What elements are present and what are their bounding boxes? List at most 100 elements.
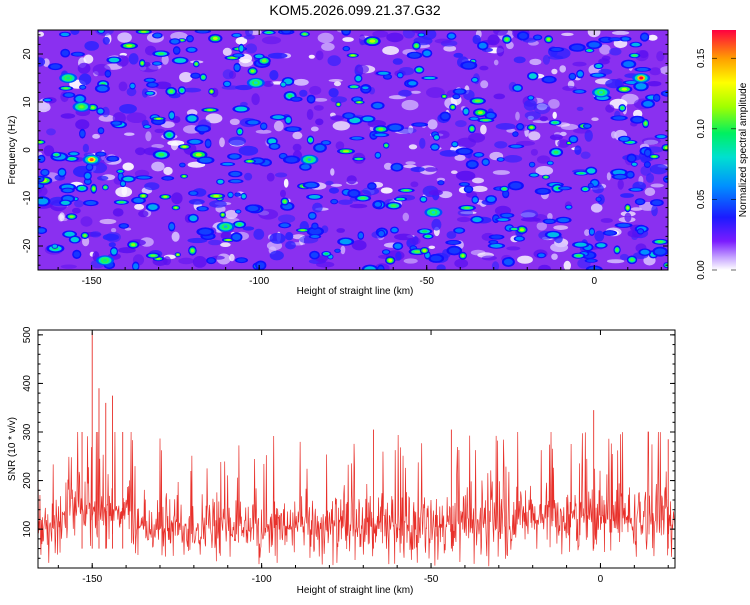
heatmap-gap bbox=[454, 154, 466, 161]
heatmap-cell bbox=[315, 144, 325, 151]
heatmap-gap bbox=[405, 161, 416, 165]
y-tick-label: 500 bbox=[22, 326, 33, 343]
heatmap-cell bbox=[163, 176, 173, 180]
heatmap-cell bbox=[398, 89, 412, 97]
heatmap-cell bbox=[228, 192, 233, 197]
heatmap-gap bbox=[330, 183, 343, 187]
heatmap-gap bbox=[644, 187, 656, 196]
heatmap-cell bbox=[205, 140, 211, 147]
heatmap-cell bbox=[573, 128, 591, 134]
heatmap-cell bbox=[566, 205, 572, 209]
heatmap-cell bbox=[443, 95, 446, 98]
heatmap-cell bbox=[441, 113, 450, 120]
heatmap-cell bbox=[38, 198, 49, 205]
heatmap-cell bbox=[189, 215, 198, 222]
heatmap-cell bbox=[513, 56, 526, 64]
heatmap-gap bbox=[310, 126, 319, 132]
heatmap-gap bbox=[517, 255, 533, 264]
heatmap-cell bbox=[538, 264, 551, 270]
heatmap-cell bbox=[86, 164, 93, 170]
heatmap-cell bbox=[80, 130, 85, 137]
heatmap-cell bbox=[235, 193, 240, 197]
y-tick-label: 200 bbox=[22, 472, 33, 489]
heatmap-gap bbox=[238, 59, 254, 67]
heatmap-cell bbox=[577, 71, 583, 77]
heatmap-cell bbox=[408, 81, 417, 86]
heatmap-cell bbox=[239, 45, 244, 52]
heatmap-cell bbox=[342, 30, 350, 35]
heatmap-gap bbox=[229, 118, 240, 126]
snr-peaks bbox=[81, 332, 669, 549]
heatmap-cell bbox=[316, 261, 335, 268]
heatmap-cell bbox=[233, 54, 243, 57]
heatmap-cell bbox=[517, 124, 523, 130]
heatmap-gap bbox=[408, 144, 418, 150]
colorbar-tick-label: 0.05 bbox=[696, 189, 707, 209]
heatmap-cell bbox=[75, 95, 85, 102]
heatmap-cell bbox=[133, 263, 139, 270]
heatmap-cell bbox=[176, 253, 179, 256]
heatmap-cell bbox=[621, 37, 630, 41]
heatmap-cell bbox=[455, 228, 464, 233]
heatmap-cell bbox=[528, 73, 537, 79]
heatmap-cell bbox=[245, 30, 253, 37]
heatmap-cell bbox=[108, 242, 116, 248]
heatmap-cell bbox=[428, 189, 443, 196]
heatmap-cell bbox=[77, 62, 91, 74]
heatmap-cell bbox=[453, 52, 464, 58]
heatmap-cell bbox=[631, 42, 641, 47]
heatmap-gap bbox=[220, 242, 231, 247]
heatmap-cell bbox=[238, 130, 242, 134]
heatmap-cell bbox=[308, 96, 315, 102]
heatmap-cell bbox=[61, 50, 69, 56]
heatmap-cell bbox=[269, 250, 284, 261]
heatmap-hotspot bbox=[639, 76, 644, 80]
heatmap-cell bbox=[83, 234, 87, 237]
heatmap-cell bbox=[645, 149, 651, 156]
heatmap-cell bbox=[547, 161, 553, 165]
heatmap-cell bbox=[195, 62, 198, 66]
heatmap-gap bbox=[229, 253, 235, 262]
heatmap-cell bbox=[309, 228, 322, 235]
heatmap-cell bbox=[158, 52, 164, 55]
heatmap-cell bbox=[619, 253, 629, 261]
heatmap-y-ticks: -20 -10 0 10 20 bbox=[22, 34, 668, 266]
heatmap-cell bbox=[494, 141, 508, 149]
heatmap-cell bbox=[182, 87, 202, 93]
heatmap-gap bbox=[650, 183, 664, 188]
heatmap-cell bbox=[536, 155, 551, 164]
heatmap-cell bbox=[78, 73, 92, 86]
heatmap-cell bbox=[482, 119, 489, 121]
heatmap-cell bbox=[187, 115, 197, 122]
heatmap-cell bbox=[336, 228, 346, 233]
heatmap-gap bbox=[380, 187, 393, 194]
heatmap-cell bbox=[478, 42, 487, 49]
heatmap-cell bbox=[513, 132, 518, 137]
heatmap-cell bbox=[349, 190, 359, 197]
heatmap-gap bbox=[92, 133, 100, 139]
heatmap-cell bbox=[300, 229, 306, 231]
heatmap-cell bbox=[90, 231, 102, 238]
heatmap-cell bbox=[310, 235, 320, 238]
heatmap-cell bbox=[635, 83, 647, 90]
heatmap-cell bbox=[422, 249, 427, 252]
heatmap-cell bbox=[171, 192, 183, 205]
heatmap-cell bbox=[632, 117, 643, 123]
heatmap-cell bbox=[497, 218, 509, 222]
heatmap-cell bbox=[539, 116, 548, 122]
heatmap-cell bbox=[169, 223, 175, 230]
heatmap-cell bbox=[182, 175, 186, 178]
heatmap-cell bbox=[529, 126, 534, 129]
heatmap-cell bbox=[592, 73, 604, 77]
heatmap-cell bbox=[267, 52, 288, 59]
heatmap-cell bbox=[38, 176, 44, 182]
heatmap-cell bbox=[174, 206, 178, 209]
heatmap-cell bbox=[398, 198, 403, 200]
heatmap-cell bbox=[344, 113, 354, 118]
heatmap-cell bbox=[153, 33, 162, 38]
snr-x-axis-label: Height of straight line (km) bbox=[297, 585, 414, 596]
heatmap-cell bbox=[58, 169, 66, 176]
heatmap-cell bbox=[237, 223, 242, 226]
heatmap-cell bbox=[207, 109, 213, 111]
heatmap-cell bbox=[460, 182, 469, 186]
